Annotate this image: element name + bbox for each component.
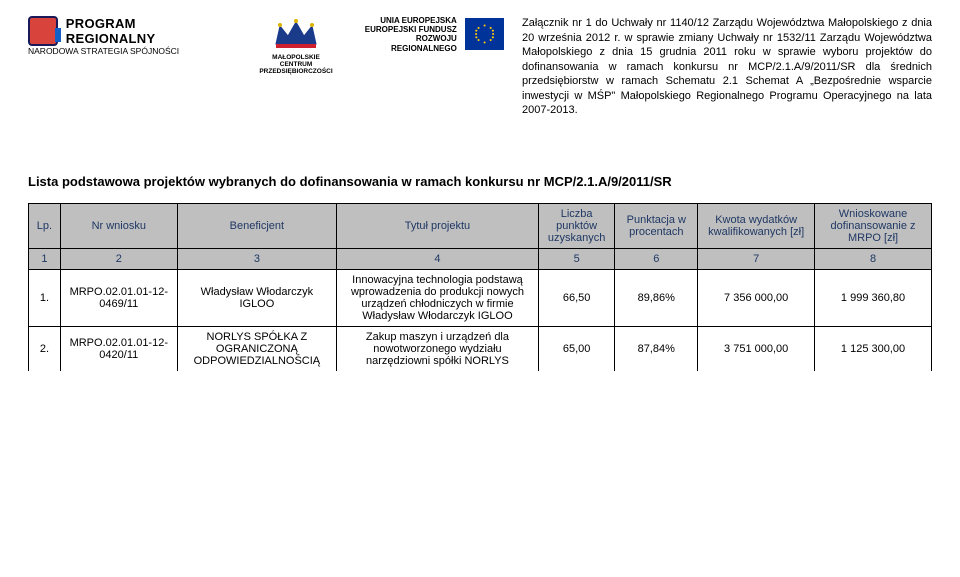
mrpo-text: MAŁOPOLSKIE CENTRUM PRZEDSIĘBIORCZOŚCI	[259, 54, 332, 75]
cell-tyt: Zakup maszyn i urządzeń dla nowotworzone…	[337, 326, 539, 371]
numcell: 8	[815, 248, 932, 269]
th-ben: Beneficjent	[177, 203, 336, 248]
table-row: 1. MRPO.02.01.01-12-0469/11 Władysław Wł…	[29, 269, 932, 326]
mrpo-line1: MAŁOPOLSKIE	[272, 54, 320, 61]
cell-ben: NORLYS SPÓŁKA Z OGRANICZONĄ ODPOWIEDZIAL…	[177, 326, 336, 371]
cell-kw: 7 356 000,00	[698, 269, 815, 326]
numcell: 3	[177, 248, 336, 269]
th-kw: Kwota wydatków kwalifikowanych [zł]	[698, 203, 815, 248]
attachment-text: Załącznik nr 1 do Uchwały nr 1140/12 Zar…	[522, 16, 932, 118]
mrpo-logo-block: MAŁOPOLSKIE CENTRUM PRZEDSIĘBIORCZOŚCI	[246, 16, 346, 75]
program-title: PROGRAM REGIONALNY	[66, 16, 228, 46]
table-header-row: Lp. Nr wniosku Beneficjent Tytuł projekt…	[29, 203, 932, 248]
cell-wn: 1 999 360,80	[815, 269, 932, 326]
page: PROGRAM REGIONALNY NARODOWA STRATEGIA SP…	[0, 0, 960, 395]
eu-line2: EUROPEJSKI FUNDUSZ	[365, 25, 457, 34]
th-nr: Nr wniosku	[60, 203, 177, 248]
cell-lp: 2.	[29, 326, 61, 371]
eu-flag-icon	[465, 18, 504, 50]
projects-table: Lp. Nr wniosku Beneficjent Tytuł projekt…	[28, 203, 932, 371]
numcell: 2	[60, 248, 177, 269]
program-logo-block: PROGRAM REGIONALNY NARODOWA STRATEGIA SP…	[28, 16, 228, 56]
numcell: 6	[615, 248, 698, 269]
cell-proc: 89,86%	[615, 269, 698, 326]
cell-ben: Władysław Włodarczyk IGLOO	[177, 269, 336, 326]
header-row: PROGRAM REGIONALNY NARODOWA STRATEGIA SP…	[28, 16, 932, 118]
crown-icon	[272, 16, 320, 52]
cell-kw: 3 751 000,00	[698, 326, 815, 371]
program-icon	[28, 16, 58, 46]
th-tyt: Tytuł projektu	[337, 203, 539, 248]
numcell: 4	[337, 248, 539, 269]
cell-pkt: 65,00	[538, 326, 614, 371]
cell-nr: MRPO.02.01.01-12-0469/11	[60, 269, 177, 326]
numcell: 7	[698, 248, 815, 269]
cell-wn: 1 125 300,00	[815, 326, 932, 371]
mrpo-line3: PRZEDSIĘBIORCZOŚCI	[259, 68, 332, 75]
eu-line1: UNIA EUROPEJSKA	[380, 16, 457, 25]
eu-text: UNIA EUROPEJSKA EUROPEJSKI FUNDUSZ ROZWO…	[364, 16, 457, 53]
list-title: Lista podstawowa projektów wybranych do …	[28, 174, 932, 189]
program-logo-row: PROGRAM REGIONALNY	[28, 16, 228, 46]
cell-proc: 87,84%	[615, 326, 698, 371]
cell-lp: 1.	[29, 269, 61, 326]
cell-pkt: 66,50	[538, 269, 614, 326]
numcell: 1	[29, 248, 61, 269]
program-subtitle: NARODOWA STRATEGIA SPÓJNOŚCI	[28, 46, 228, 56]
th-pkt: Liczba punktów uzyskanych	[538, 203, 614, 248]
numcell: 5	[538, 248, 614, 269]
table-numrow: 1 2 3 4 5 6 7 8	[29, 248, 932, 269]
eu-line3: ROZWOJU REGIONALNEGO	[391, 34, 457, 52]
th-proc: Punktacja w procentach	[615, 203, 698, 248]
cell-nr: MRPO.02.01.01-12-0420/11	[60, 326, 177, 371]
cell-tyt: Innowacyjna technologia podstawą wprowad…	[337, 269, 539, 326]
th-lp: Lp.	[29, 203, 61, 248]
table-row: 2. MRPO.02.01.01-12-0420/11 NORLYS SPÓŁK…	[29, 326, 932, 371]
th-wn: Wnioskowane dofinansowanie z MRPO [zł]	[815, 203, 932, 248]
eu-logo-block: UNIA EUROPEJSKA EUROPEJSKI FUNDUSZ ROZWO…	[364, 16, 504, 53]
